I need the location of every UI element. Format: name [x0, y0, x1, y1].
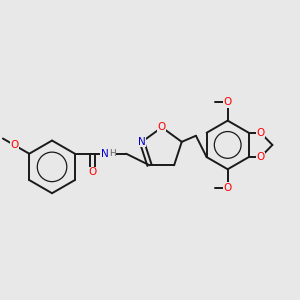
- Text: N: N: [101, 149, 109, 159]
- Text: N: N: [138, 137, 146, 147]
- Text: H: H: [109, 149, 115, 158]
- Text: O: O: [256, 152, 265, 162]
- Text: O: O: [224, 97, 232, 107]
- Text: O: O: [88, 167, 97, 177]
- Text: O: O: [224, 183, 232, 193]
- Text: O: O: [11, 140, 19, 150]
- Text: O: O: [158, 122, 166, 132]
- Text: O: O: [256, 128, 265, 138]
